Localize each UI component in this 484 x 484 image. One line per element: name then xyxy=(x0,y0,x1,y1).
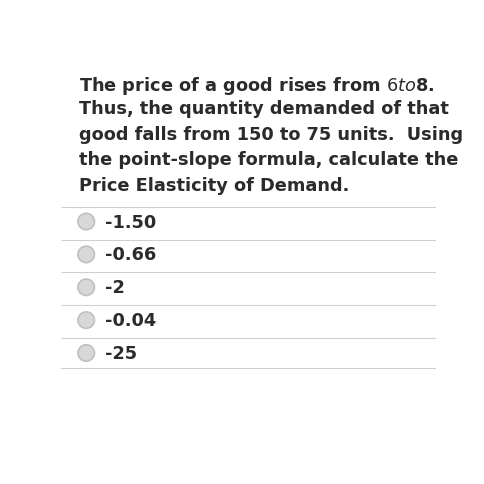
Circle shape xyxy=(78,279,94,296)
Text: -0.66: -0.66 xyxy=(105,246,156,264)
Circle shape xyxy=(78,214,94,230)
Circle shape xyxy=(78,247,94,263)
Text: -2: -2 xyxy=(105,279,124,297)
Text: The price of a good rises from $6 to $8.: The price of a good rises from $6 to $8. xyxy=(78,75,433,97)
Circle shape xyxy=(78,312,94,329)
Circle shape xyxy=(78,345,94,362)
Text: Thus, the quantity demanded of that: Thus, the quantity demanded of that xyxy=(78,100,448,118)
Text: Price Elasticity of Demand.: Price Elasticity of Demand. xyxy=(78,176,348,194)
Text: the point-slope formula, calculate the: the point-slope formula, calculate the xyxy=(78,151,457,169)
Text: -0.04: -0.04 xyxy=(105,312,156,330)
Text: -1.50: -1.50 xyxy=(105,213,156,231)
Text: -25: -25 xyxy=(105,344,137,362)
Text: good falls from 150 to 75 units.  Using: good falls from 150 to 75 units. Using xyxy=(78,125,462,143)
